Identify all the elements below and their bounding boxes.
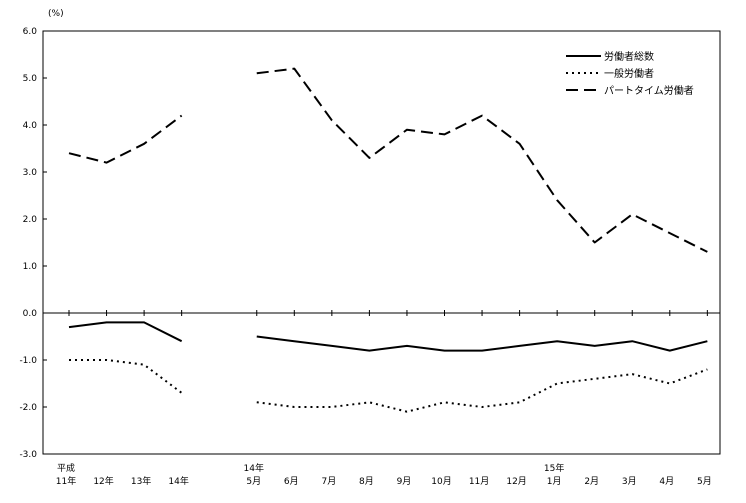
x-tick-label: 12月 — [506, 476, 526, 487]
series-line — [68, 114, 183, 164]
x-tick-label: 6月 — [284, 476, 299, 487]
x-tick-label: 11月 — [469, 476, 489, 487]
legend-label: パートタイム労働者 — [604, 84, 694, 97]
plot-frame — [42, 30, 721, 455]
x-tick-label: 3月 — [622, 476, 637, 487]
x-tick-label: 13年 — [131, 475, 151, 487]
x-tick-label: 7月 — [321, 476, 336, 487]
x-tick-label-year: 14年 — [244, 462, 264, 474]
y-tick-label: 1.0 — [23, 262, 38, 272]
x-tick-label: 11年 — [56, 475, 76, 487]
y-tick-label: 2.0 — [23, 215, 38, 225]
y-tick-label: 4.0 — [23, 121, 38, 131]
x-tick-label: 5月 — [246, 476, 261, 487]
y-tick-label: 5.0 — [23, 74, 38, 84]
x-tick-label-year: 15年 — [544, 462, 564, 474]
x-tick-label: 8月 — [359, 476, 374, 487]
x-tick-label: 1月 — [547, 476, 562, 487]
y-tick-label: -2.0 — [19, 403, 37, 413]
y-tick-label: -1.0 — [19, 356, 37, 366]
x-tick-label: 14年 — [168, 475, 188, 487]
y-tick-label: 3.0 — [23, 168, 38, 178]
series-line — [256, 368, 708, 413]
legend-label: 一般労働者 — [604, 67, 654, 80]
y-tick-label: 6.0 — [23, 27, 38, 37]
x-tick-label: 12年 — [93, 475, 113, 487]
y-unit-label: (%) — [48, 9, 64, 19]
series-line — [68, 321, 183, 343]
x-tick-label: 10月 — [431, 476, 451, 487]
series-line — [256, 335, 708, 352]
y-tick-label: -3.0 — [19, 450, 37, 460]
series-line — [69, 359, 183, 394]
x-tick-label: 9月 — [397, 476, 412, 487]
x-tick-label: 4月 — [659, 476, 674, 487]
x-tick-label: 2月 — [584, 476, 599, 487]
x-tick-label-year: 平成 — [57, 462, 75, 474]
series-line — [256, 67, 708, 253]
x-tick-label: 5月 — [697, 476, 712, 487]
y-tick-label: 0.0 — [23, 309, 38, 319]
series-layer — [68, 67, 708, 413]
legend-label: 労働者総数 — [604, 50, 654, 63]
